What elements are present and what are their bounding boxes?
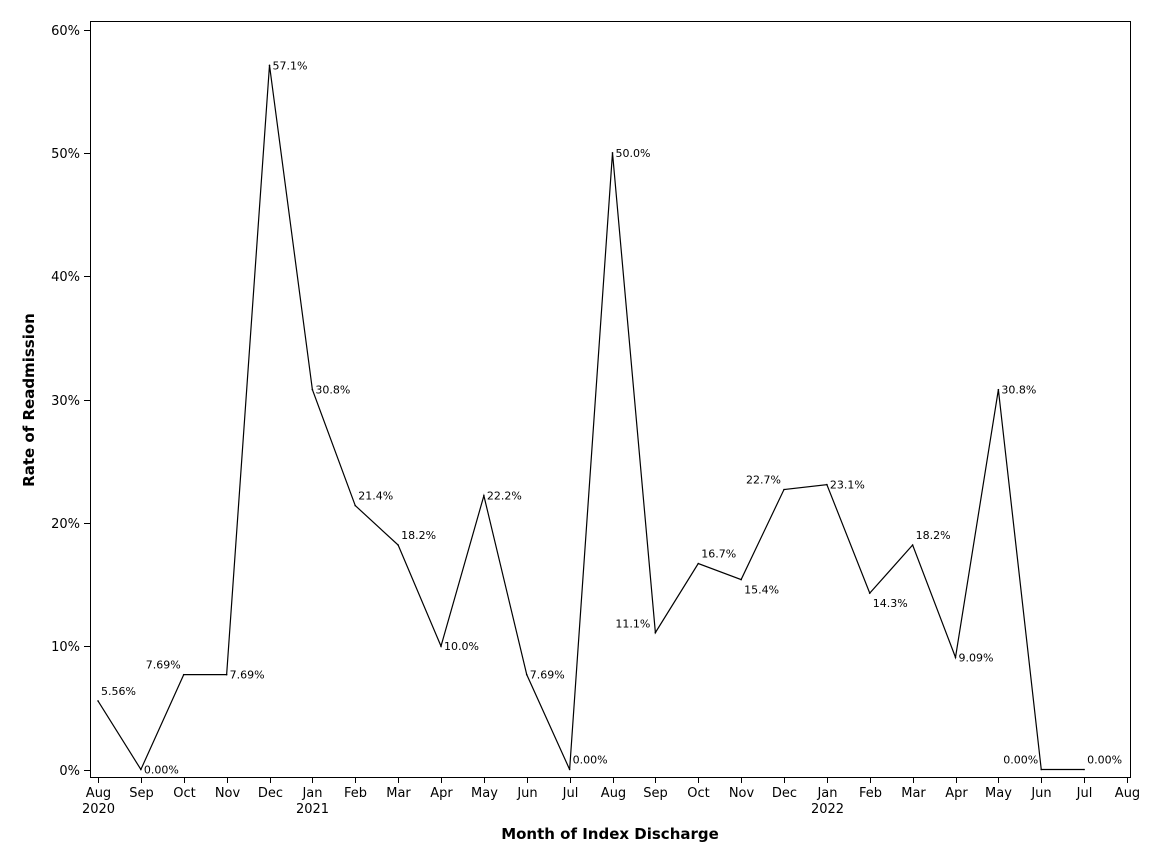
data-label: 30.8% (1001, 384, 1036, 397)
x-tick-label: Jun (1030, 786, 1051, 801)
x-tick-label: Aug (601, 786, 626, 801)
data-label: 14.3% (873, 597, 908, 610)
x-tick-label: Nov (729, 786, 755, 801)
data-label: 15.4% (744, 584, 779, 597)
x-tick-label: Apr (945, 786, 968, 801)
data-label: 7.69% (530, 669, 565, 682)
series-layer (97, 64, 1085, 771)
x-tick-label: Jul (1076, 786, 1093, 801)
x-tick-label: Mar (901, 786, 926, 801)
x-tick-label: Feb (859, 786, 882, 801)
data-label: 7.69% (146, 659, 181, 672)
x-tick-label: Jun (516, 786, 537, 801)
data-point (440, 645, 442, 647)
data-point (311, 388, 314, 391)
data-point (268, 64, 271, 67)
x-tick-label: Sep (643, 786, 668, 801)
data-label: 22.2% (487, 490, 522, 503)
data-point (954, 656, 957, 659)
y-tick-label: 20% (51, 517, 80, 532)
data-label: 0.00% (1087, 754, 1122, 767)
data-label: 0.00% (573, 754, 608, 767)
data-label: 21.4% (358, 490, 393, 503)
data-label: 23.1% (830, 479, 865, 492)
data-point (182, 673, 185, 676)
y-tick-label: 10% (51, 640, 80, 655)
data-label: 7.69% (230, 669, 265, 682)
data-point (397, 544, 399, 546)
x-tick-label: Oct (173, 786, 195, 801)
x-tick-label: Dec (258, 786, 283, 801)
data-point (783, 488, 785, 491)
y-tick-label: 50% (51, 147, 80, 162)
data-point (225, 673, 228, 676)
x-tick-label: Feb (344, 786, 367, 801)
data-point (826, 483, 828, 486)
data-point (611, 152, 614, 154)
data-label: 11.1% (615, 618, 650, 631)
y-tick-label: 0% (59, 764, 80, 779)
data-point (97, 700, 99, 702)
data-point (868, 592, 871, 594)
data-label: 0.00% (1003, 754, 1038, 767)
x-tick-year-label: 2021 (296, 802, 329, 817)
y-tick-label: 40% (51, 270, 80, 285)
data-point (525, 673, 528, 676)
plot-frame (90, 21, 1131, 778)
data-point (997, 388, 1000, 391)
x-tick-year-label: 2020 (82, 802, 115, 817)
data-label: 30.8% (315, 384, 350, 397)
data-label: 9.09% (959, 651, 994, 664)
x-tick-label: Apr (430, 786, 453, 801)
x-tick-label: Oct (687, 786, 709, 801)
data-point (140, 768, 142, 771)
data-point (654, 631, 657, 634)
data-label: 57.1% (273, 59, 308, 72)
x-tick-label: Mar (386, 786, 411, 801)
data-point (697, 562, 700, 565)
data-point (740, 578, 742, 581)
data-label: 50.0% (616, 147, 651, 160)
data-point (568, 768, 571, 771)
y-axis: 0% 10% 20% 30% 40% 50% 60% (51, 24, 90, 779)
x-tick-label: Dec (772, 786, 797, 801)
x-tick-label: Nov (215, 786, 241, 801)
x-axis-title: Month of Index Discharge (501, 825, 719, 843)
x-tick-label: Jan (301, 786, 322, 801)
data-label: 16.7% (701, 548, 736, 561)
x-tick-label: May (985, 786, 1012, 801)
data-label: 5.56% (101, 685, 136, 698)
x-tick-label: Jul (562, 786, 579, 801)
x-tick-label: Aug (86, 786, 111, 801)
data-point (1040, 768, 1043, 771)
y-tick-label: 30% (51, 394, 80, 409)
data-label: 10.0% (444, 640, 479, 653)
x-tick-label: Aug (1115, 786, 1140, 801)
data-point (1083, 768, 1085, 771)
data-label: 22.7% (746, 474, 781, 487)
y-axis-title: Rate of Readmission (20, 313, 38, 487)
data-label: 18.2% (916, 529, 951, 542)
y-tick-label: 60% (51, 24, 80, 39)
data-point (911, 544, 914, 546)
data-label: 0.00% (144, 764, 179, 777)
x-tick-label: Sep (129, 786, 154, 801)
x-tick-label: May (471, 786, 498, 801)
data-label: 18.2% (401, 529, 436, 542)
x-tick-label: Jan (816, 786, 837, 801)
data-label-layer: 5.56% 0.00% 7.69% 7.69% 57.1% 30.8% 21.4% 18.2%… (101, 59, 1122, 776)
x-tick-year-label: 2022 (811, 802, 844, 817)
data-point (354, 504, 357, 507)
series-line (97, 65, 1085, 771)
data-point (483, 494, 485, 497)
